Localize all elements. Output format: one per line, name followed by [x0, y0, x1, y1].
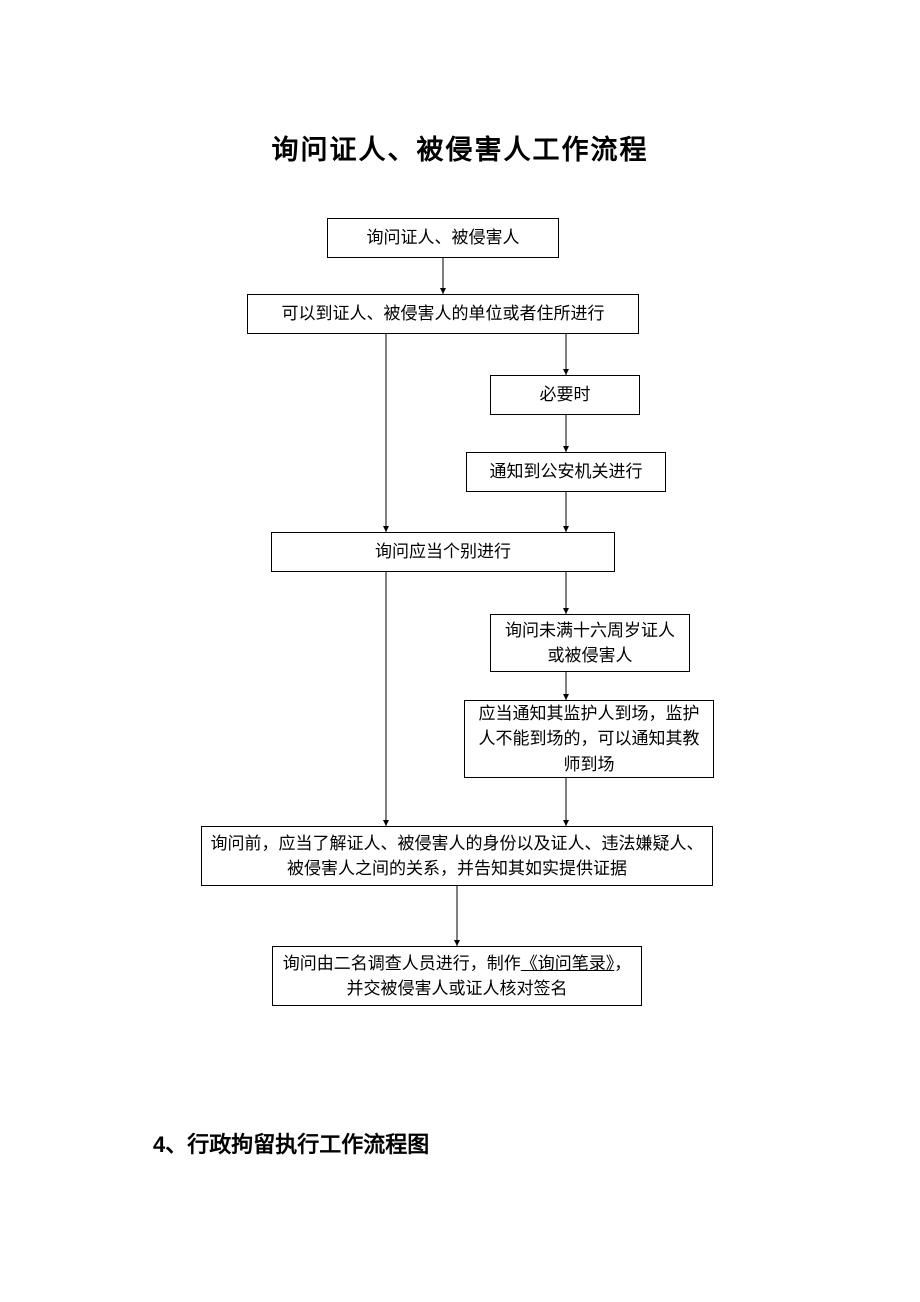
page: 询问证人、被侵害人工作流程 询问证人、被侵害人 可以到证人、被侵害人的单位或者住… [0, 0, 920, 1302]
node-record: 询问由二名调查人员进行，制作《询问笔录》，并交被侵害人或证人核对签名 [272, 946, 642, 1006]
page-title: 询问证人、被侵害人工作流程 [0, 128, 920, 167]
node-necessary: 必要时 [490, 375, 640, 415]
node-minor: 询问未满十六周岁证人或被侵害人 [490, 614, 690, 672]
node-guardian: 应当通知其监护人到场，监护人不能到场的，可以通知其教师到场 [464, 700, 714, 778]
node-individual: 询问应当个别进行 [271, 532, 615, 572]
node-start: 询问证人、被侵害人 [327, 218, 559, 258]
footer-heading: 4、行政拘留执行工作流程图 [153, 1127, 429, 1159]
flow-edges [0, 0, 920, 1302]
node-notify-police: 通知到公安机关进行 [466, 452, 666, 492]
node-preinquiry: 询问前，应当了解证人、被侵害人的身份以及证人、违法嫌疑人、被侵害人之间的关系，并… [201, 826, 713, 886]
node-location: 可以到证人、被侵害人的单位或者住所进行 [247, 294, 639, 334]
